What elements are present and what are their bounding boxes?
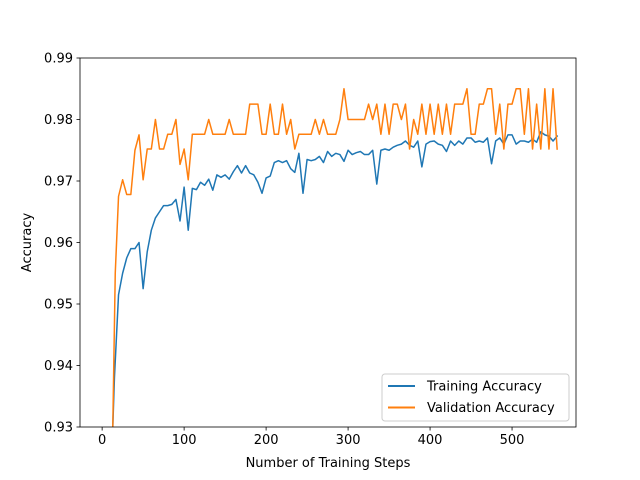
y-axis-label: Accuracy [20, 213, 35, 273]
plot-area: 0 100 200 300 400 500 0.930.940.950.960.970.9… [44, 52, 577, 448]
y-tick-label: 0.96 [44, 236, 73, 251]
x-tick-label: 100 [172, 433, 197, 448]
x-tick-label: 500 [500, 433, 525, 448]
y-axis-ticks: 0.93 0.94 0.95 0.96 0.97 0.98 0.99 [44, 52, 80, 436]
x-tick-label: 400 [418, 433, 443, 448]
y-tick-label: 0.98 [44, 113, 73, 128]
legend-label-validation: Validation Accuracy [427, 401, 555, 416]
x-tick-label: 200 [254, 433, 279, 448]
y-tick-label: 0.93 [44, 421, 73, 436]
x-axis-label: Number of Training Steps [246, 456, 411, 471]
legend: Training Accuracy Validation Accuracy [381, 373, 570, 422]
y-tick-label: 0.97 [44, 175, 73, 190]
y-tick-label: 0.95 [44, 298, 73, 313]
x-tick-label: 300 [336, 433, 361, 448]
x-tick-label: 0 [98, 433, 106, 448]
axes-background [80, 58, 576, 427]
legend-label-training: Training Accuracy [426, 380, 542, 395]
series-line-training [112, 131, 559, 427]
y-tick-label: 0.94 [44, 359, 73, 374]
series-line-validation [112, 88, 558, 427]
legend-box [381, 373, 570, 422]
series-layer [112, 88, 559, 427]
x-axis-ticks: 0 100 200 300 400 500 [98, 427, 524, 448]
y-tick-label: 0.99 [44, 52, 73, 67]
